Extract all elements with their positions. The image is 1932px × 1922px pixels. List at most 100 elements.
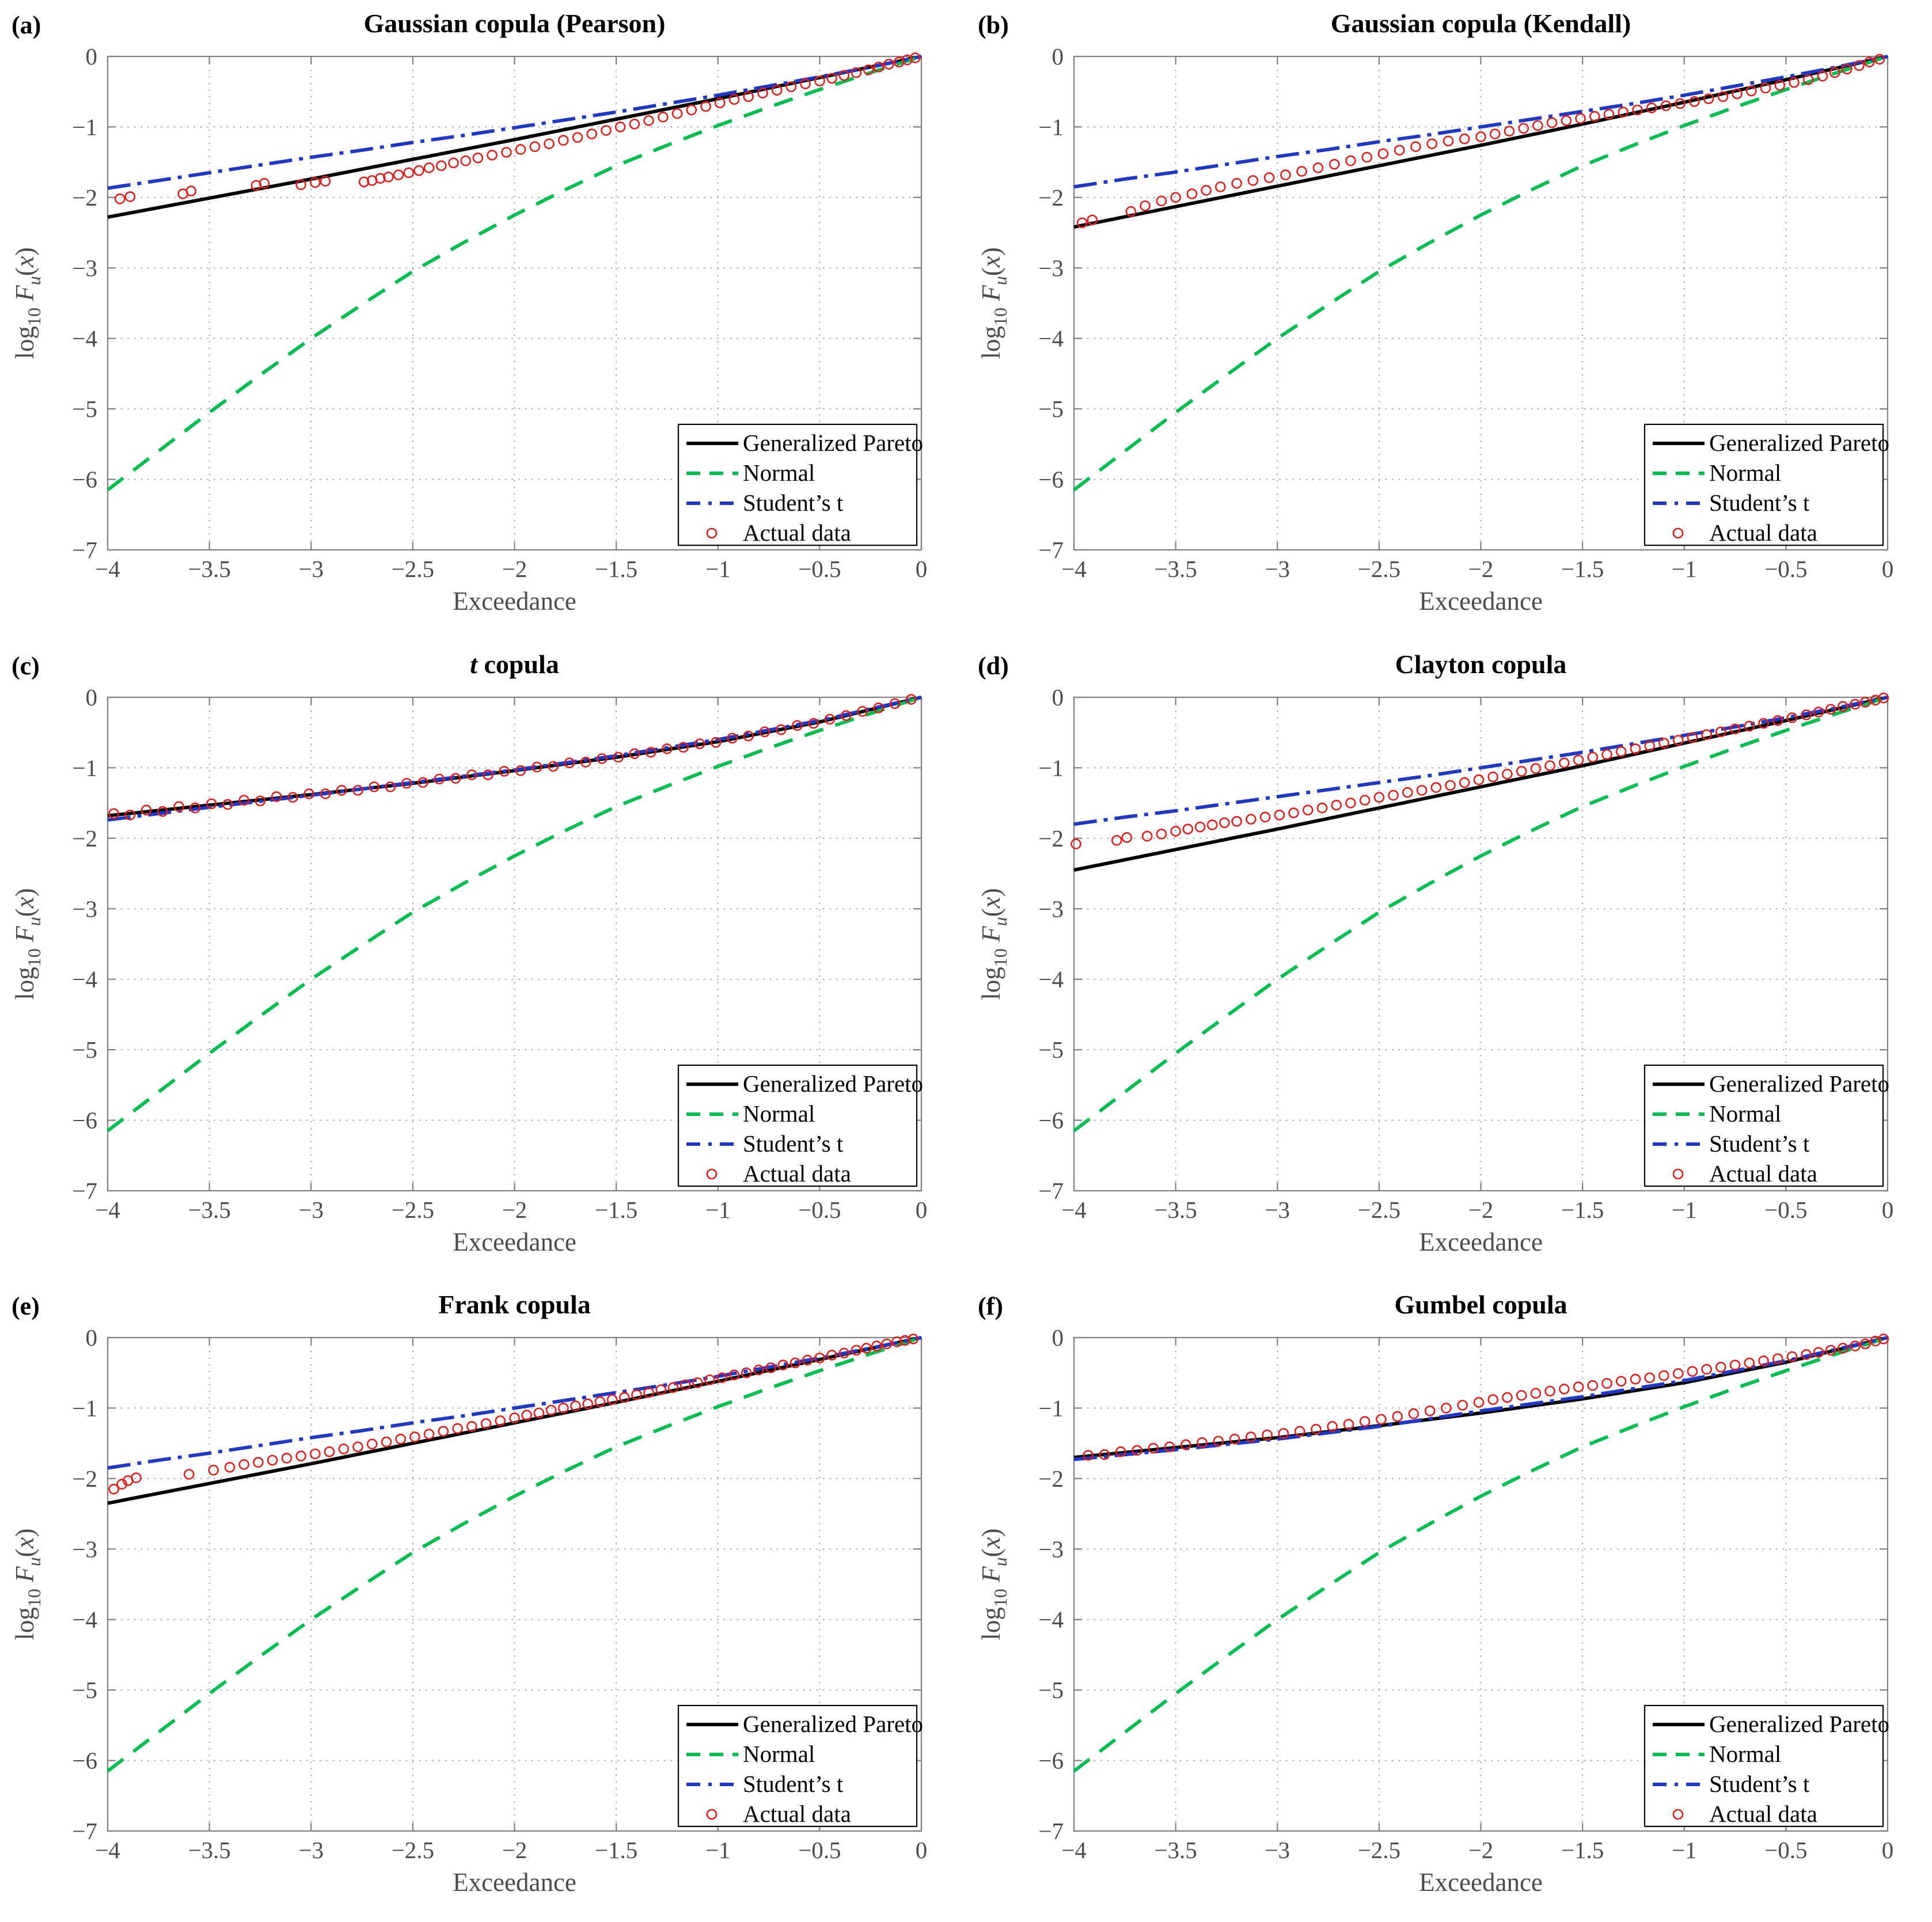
data-point	[1076, 217, 1088, 229]
data-point	[1459, 777, 1470, 788]
x-axis-label: Exceedance	[453, 1868, 576, 1897]
data-point	[438, 1426, 449, 1437]
x-tick-label: −2.5	[392, 1196, 434, 1223]
data-point	[838, 70, 850, 81]
y-axis-label: log10 Fu(x)	[977, 1528, 1011, 1640]
data-point	[1294, 1426, 1305, 1437]
y-tick-label: −4	[1038, 966, 1064, 993]
legend-label-student-s-t: Student’s t	[1709, 1130, 1810, 1157]
data-point	[267, 1454, 278, 1466]
data-point	[1430, 782, 1442, 793]
y-tick-label: −4	[1038, 1606, 1064, 1633]
data-point	[1278, 1428, 1289, 1439]
data-point	[423, 1429, 435, 1440]
y-tick-label: −5	[72, 1036, 97, 1063]
data-point	[1487, 1394, 1499, 1405]
x-tick-label: −2.5	[1358, 1196, 1400, 1223]
panel-title: t copula	[108, 649, 921, 679]
data-point	[1687, 1366, 1698, 1377]
data-point	[1758, 718, 1769, 729]
data-point	[1615, 1376, 1627, 1387]
x-tick-label: 0	[1882, 1196, 1894, 1223]
data-point	[1760, 82, 1771, 94]
data-point	[629, 748, 640, 759]
series-normal	[1073, 55, 1888, 492]
data-point	[1280, 169, 1291, 181]
data-point	[124, 810, 136, 821]
x-tick-label: −2	[502, 1196, 527, 1223]
panel-title: Gumbel copula	[1074, 1289, 1888, 1320]
data-point	[1459, 133, 1470, 145]
data-point	[1219, 817, 1230, 829]
data-point	[521, 1410, 533, 1420]
y-tick-label: −7	[72, 1818, 97, 1844]
x-tick-label: −3	[1265, 1837, 1290, 1863]
data-point	[1687, 732, 1698, 743]
data-point	[851, 1344, 862, 1356]
data-point	[548, 761, 559, 772]
data-point	[259, 178, 270, 189]
data-point	[409, 1431, 420, 1442]
data-point	[789, 1357, 801, 1369]
panel-e: (e) Frank copula −4 −3.5 −3 −2.5 −2 −1.5 −1 −0.…	[0, 1281, 966, 1922]
data-point	[1392, 1411, 1403, 1422]
panel-label: (e)	[12, 1292, 40, 1320]
series-normal	[107, 55, 922, 492]
data-point	[1408, 1408, 1419, 1419]
y-tick-label: −6	[1038, 1107, 1064, 1134]
x-tick-label: −2	[502, 1837, 527, 1863]
data-point	[238, 795, 250, 806]
data-point	[1416, 785, 1428, 796]
panel-label: (b)	[978, 11, 1009, 39]
data-point	[480, 1418, 492, 1429]
data-point	[1345, 155, 1356, 166]
x-tick-label: −0.5	[1764, 556, 1807, 582]
x-tick-label: −1.5	[595, 1837, 637, 1863]
data-point	[883, 59, 894, 70]
data-point	[1311, 1423, 1322, 1435]
data-point	[1504, 126, 1515, 137]
data-point	[1518, 123, 1529, 134]
x-tick-label: −4	[1061, 1837, 1087, 1863]
data-point	[899, 1335, 910, 1346]
series-generalized-pareto	[1073, 696, 1888, 872]
data-point	[1213, 1435, 1224, 1447]
y-tick-label: −7	[72, 537, 97, 563]
data-point	[710, 737, 722, 748]
x-tick-label: 0	[916, 556, 928, 582]
data-point	[686, 104, 697, 116]
data-point	[857, 706, 868, 717]
data-point	[1327, 1421, 1338, 1432]
data-point	[544, 138, 555, 150]
x-tick-label: −4	[95, 556, 120, 582]
data-point	[281, 1453, 293, 1464]
data-point	[338, 1444, 350, 1454]
x-tick-label: −1.5	[1561, 556, 1604, 582]
y-tick-label: −3	[72, 895, 97, 922]
legend-label-generalized-pareto: Generalized Pareto	[1709, 430, 1889, 456]
x-tick-label: 0	[916, 1837, 928, 1863]
data-point	[743, 91, 754, 102]
data-point	[851, 67, 862, 78]
data-point	[487, 150, 498, 161]
x-axis-label: Exceedance	[1419, 1868, 1543, 1897]
data-point	[1630, 743, 1641, 754]
y-tick-label: −7	[72, 1177, 97, 1204]
data-point	[881, 1338, 893, 1350]
y-tick-label: −1	[72, 1395, 97, 1421]
data-point	[716, 1372, 728, 1384]
legend-marker-actual-data-icon	[706, 1168, 718, 1180]
series-actual-data	[108, 1334, 919, 1495]
legend-marker-actual-data-icon	[1672, 1168, 1684, 1180]
data-point	[1746, 85, 1757, 97]
data-point	[728, 94, 740, 105]
data-point	[1587, 1380, 1599, 1391]
data-point	[1206, 819, 1218, 830]
data-point	[1644, 1372, 1655, 1384]
data-point	[1132, 1445, 1143, 1456]
data-point	[238, 1459, 250, 1470]
x-tick-label: −2	[1468, 1837, 1494, 1863]
data-point	[1874, 54, 1885, 65]
data-point	[1660, 100, 1672, 111]
data-point	[1359, 1416, 1371, 1427]
